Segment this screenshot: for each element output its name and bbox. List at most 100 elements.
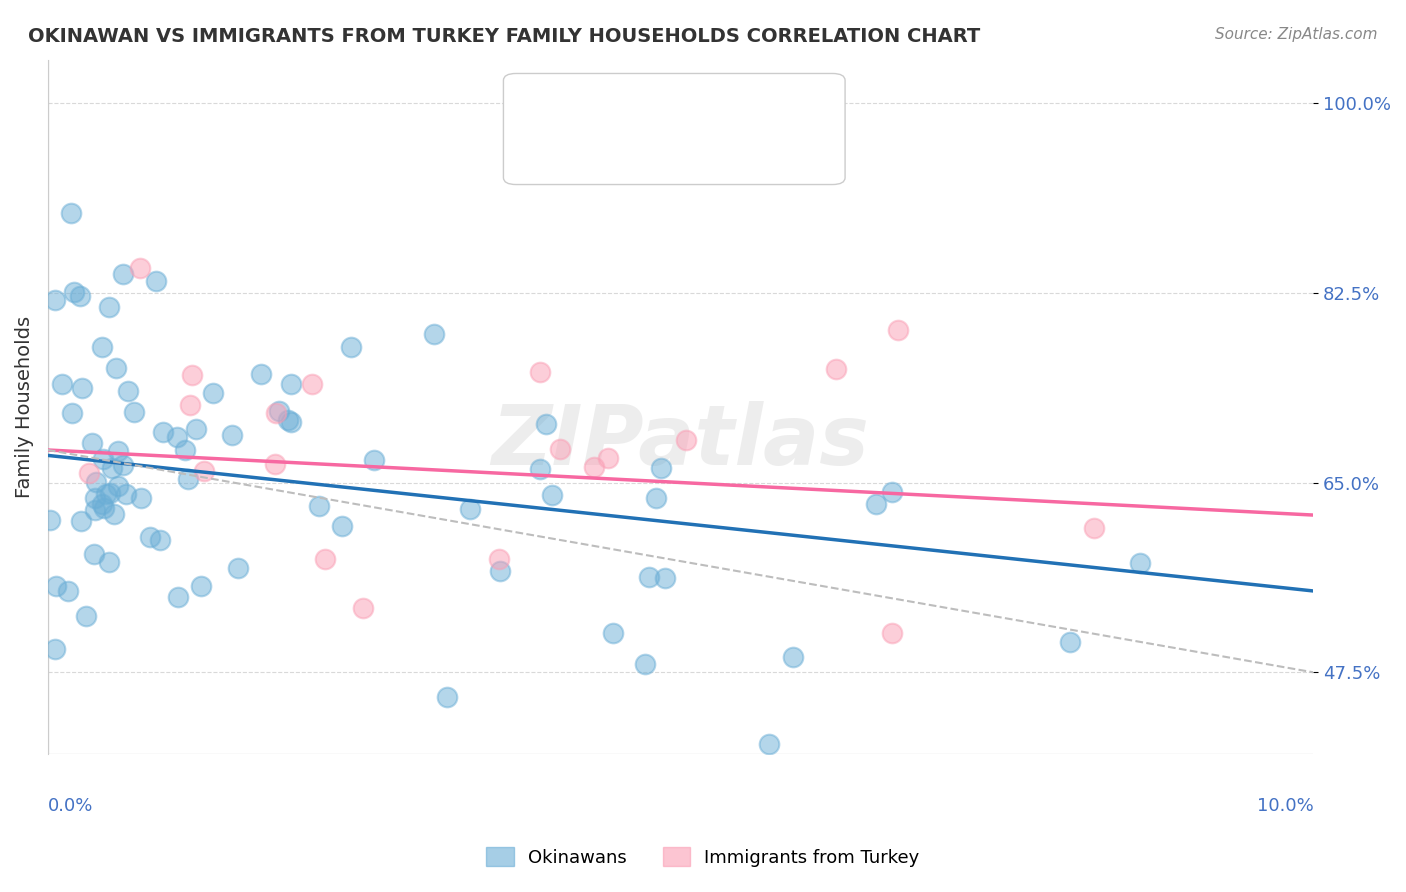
Okinawans [145, 274, 167, 288]
Okinawans [105, 361, 128, 376]
Immigrants from Turkey [598, 451, 620, 466]
Okinawans [51, 376, 73, 391]
Okinawans [44, 642, 66, 657]
Okinawans [122, 405, 145, 419]
Okinawans [190, 579, 212, 593]
Okinawans [91, 497, 114, 511]
Okinawans [340, 340, 363, 354]
Okinawans [654, 571, 676, 585]
Okinawans [173, 443, 195, 458]
Immigrants from Turkey [193, 464, 215, 478]
Okinawans [45, 579, 67, 593]
Okinawans [98, 486, 121, 500]
Okinawans [277, 413, 299, 427]
Text: ZIPatlas: ZIPatlas [492, 401, 869, 482]
Immigrants from Turkey [1083, 521, 1105, 535]
Okinawans [363, 452, 385, 467]
Immigrants from Turkey [352, 601, 374, 615]
FancyBboxPatch shape [503, 73, 845, 185]
Immigrants from Turkey [179, 398, 201, 412]
Okinawans [882, 485, 904, 500]
Immigrants from Turkey [181, 368, 204, 382]
Okinawans [97, 300, 120, 314]
Immigrants from Turkey [887, 322, 910, 336]
Okinawans [167, 591, 190, 605]
Immigrants from Turkey [128, 261, 150, 276]
Okinawans [634, 657, 657, 672]
Okinawans [280, 377, 302, 392]
Okinawans [865, 497, 887, 511]
Okinawans [650, 461, 672, 475]
Okinawans [97, 555, 120, 569]
Okinawans [529, 462, 551, 476]
Immigrants from Turkey [315, 551, 337, 566]
Okinawans [103, 507, 125, 521]
Okinawans [63, 285, 86, 300]
Okinawans [83, 547, 105, 561]
Okinawans [436, 690, 458, 704]
Okinawans [60, 406, 83, 420]
Immigrants from Turkey [675, 434, 697, 448]
Okinawans [638, 570, 661, 584]
Immigrants from Turkey [301, 377, 323, 392]
Immigrants from Turkey [548, 442, 571, 456]
Okinawans [177, 472, 200, 486]
Legend: Okinawans, Immigrants from Turkey: Okinawans, Immigrants from Turkey [479, 840, 927, 874]
Okinawans [93, 452, 115, 467]
Okinawans [308, 499, 330, 513]
Immigrants from Turkey [264, 406, 287, 420]
Text: Source: ZipAtlas.com: Source: ZipAtlas.com [1215, 27, 1378, 42]
Okinawans [86, 475, 108, 489]
Okinawans [139, 530, 162, 544]
Okinawans [184, 422, 207, 436]
Immigrants from Turkey [583, 460, 606, 475]
Okinawans [250, 367, 273, 381]
Immigrants from Turkey [77, 467, 100, 481]
Okinawans [458, 501, 481, 516]
Text: 10.0%: 10.0% [1257, 797, 1313, 815]
Okinawans [90, 340, 112, 354]
Okinawans [645, 491, 668, 505]
Okinawans [1059, 635, 1081, 649]
Okinawans [111, 458, 134, 472]
Okinawans [84, 491, 107, 505]
Okinawans [111, 267, 134, 281]
Okinawans [166, 430, 188, 444]
Okinawans [100, 461, 122, 475]
Immigrants from Turkey [529, 365, 551, 379]
Text: 0.0%: 0.0% [48, 797, 93, 815]
Text: OKINAWAN VS IMMIGRANTS FROM TURKEY FAMILY HOUSEHOLDS CORRELATION CHART: OKINAWAN VS IMMIGRANTS FROM TURKEY FAMIL… [28, 27, 980, 45]
Okinawans [44, 293, 66, 308]
Okinawans [489, 564, 512, 578]
Okinawans [96, 487, 118, 501]
Okinawans [330, 519, 353, 533]
Okinawans [93, 500, 115, 515]
Okinawans [129, 491, 152, 505]
Legend: R = -0.088  N = 78, R = -0.274  N = 20: R = -0.088 N = 78, R = -0.274 N = 20 [560, 89, 801, 166]
Okinawans [228, 560, 250, 574]
Immigrants from Turkey [880, 626, 903, 640]
Okinawans [782, 649, 804, 664]
Okinawans [107, 479, 129, 493]
Okinawans [1129, 556, 1152, 570]
Okinawans [83, 503, 105, 517]
Okinawans [69, 514, 91, 528]
Immigrants from Turkey [825, 362, 848, 376]
Okinawans [149, 533, 172, 548]
Okinawans [423, 327, 446, 342]
Okinawans [80, 436, 103, 450]
Okinawans [39, 513, 62, 527]
Immigrants from Turkey [263, 457, 285, 471]
Okinawans [201, 386, 224, 401]
Okinawans [56, 584, 79, 599]
Okinawans [115, 487, 138, 501]
Okinawans [267, 404, 290, 418]
Okinawans [75, 609, 97, 624]
Okinawans [152, 425, 174, 439]
Y-axis label: Family Households: Family Households [15, 316, 34, 498]
Okinawans [69, 289, 91, 303]
Okinawans [221, 427, 243, 442]
Okinawans [758, 737, 780, 751]
Okinawans [72, 381, 94, 395]
Okinawans [541, 488, 564, 502]
